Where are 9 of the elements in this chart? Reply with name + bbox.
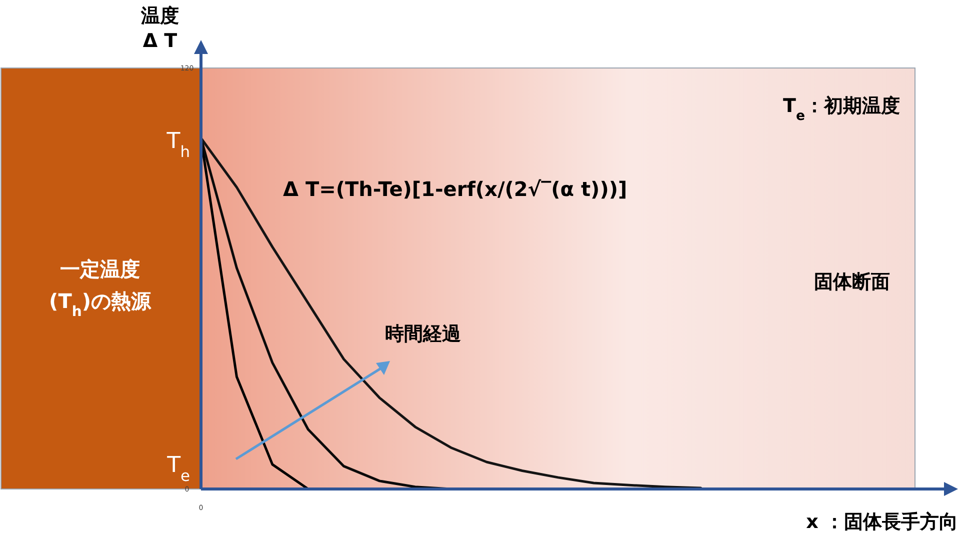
annotation: Δ T=(Th-Te)[1-erf(x/(2√‾(α t)))]	[283, 177, 628, 201]
x-axis-title: x ：固体長手方向	[806, 511, 958, 533]
text: 一定温度 (T$_{h}$)の熱源	[49, 257, 152, 320]
annotation: 時間経過	[385, 323, 462, 345]
text: T$_{e}$	[166, 453, 190, 485]
annotation: 固体断面	[814, 271, 890, 293]
text: T$_{h}$	[166, 129, 190, 161]
annotation: T$_{e}$：初期温度	[783, 95, 900, 124]
y-axis-title: 温度 Δ T	[140, 5, 179, 52]
